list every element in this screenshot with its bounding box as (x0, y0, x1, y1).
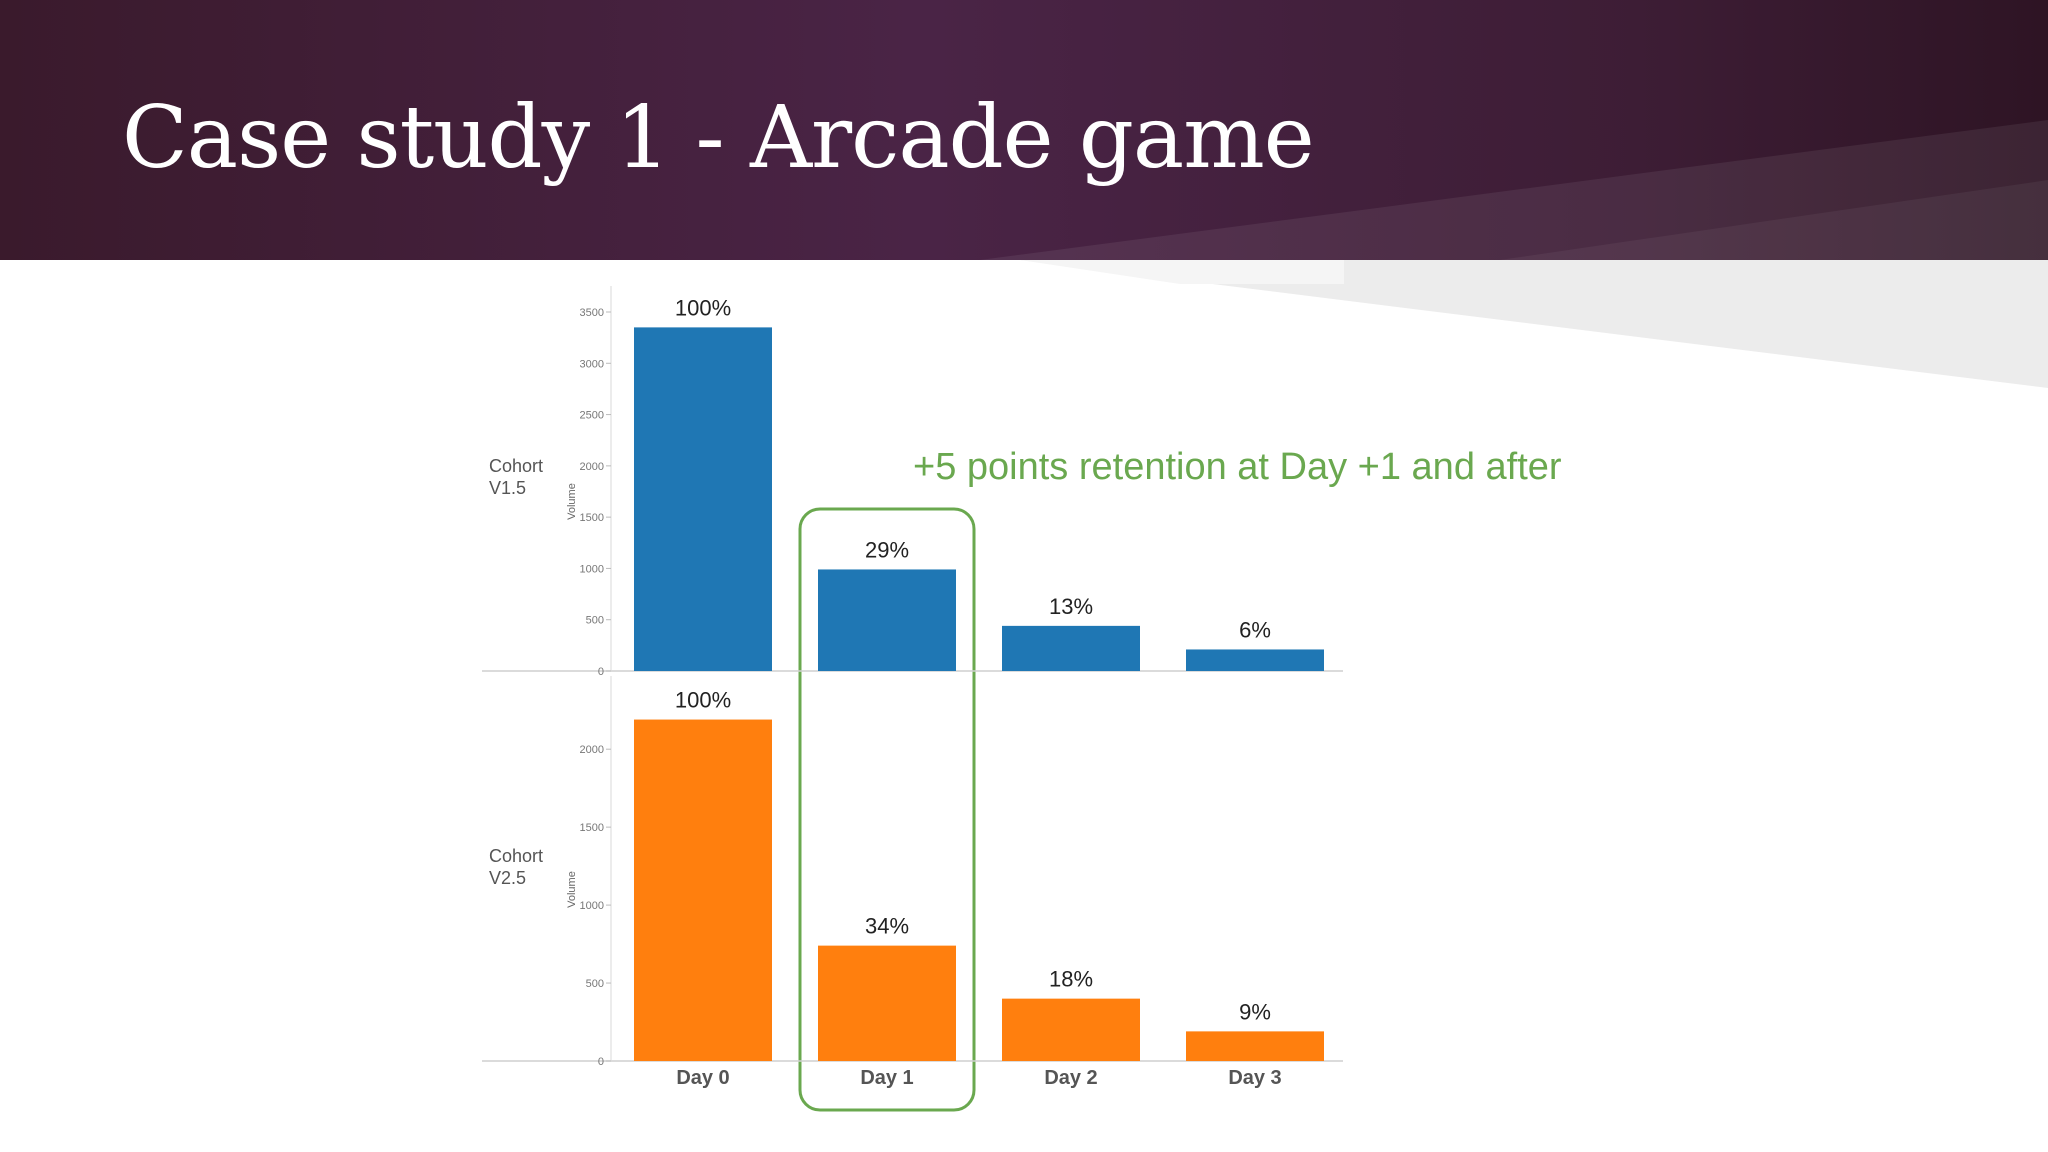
bar-value-label: 6% (1239, 617, 1271, 642)
highlight-box (798, 507, 976, 1112)
cohort-label: Cohort (489, 456, 543, 476)
y-axis-title: Volume (566, 871, 578, 908)
y-tick-label: 3000 (580, 358, 604, 370)
x-category-label: Day 1 (860, 1067, 913, 1089)
bar (634, 719, 772, 1061)
bar (1002, 625, 1140, 671)
y-tick-label: 2000 (580, 461, 604, 473)
slide-title: Case study 1 - Arcade game (122, 88, 1315, 188)
x-category-label: Day 2 (1044, 1067, 1097, 1089)
cohort-label: Cohort (489, 846, 543, 866)
slide-header: Case study 1 - Arcade game (0, 0, 2048, 260)
bar (1186, 649, 1324, 671)
bar-value-label: 100% (675, 295, 731, 320)
bar-value-label: 13% (1049, 594, 1093, 619)
cohort-label: V1.5 (489, 478, 526, 498)
bar-value-label: 9% (1239, 999, 1271, 1024)
bar-value-label: 100% (675, 688, 731, 713)
y-tick-label: 500 (586, 615, 604, 627)
bar-value-label: 29% (865, 537, 909, 562)
x-category-label: Day 3 (1228, 1067, 1281, 1089)
bar-value-label: 34% (865, 914, 909, 939)
y-tick-label: 1500 (580, 822, 604, 834)
bar (818, 945, 956, 1061)
retention-annotation: +5 points retention at Day +1 and after (913, 446, 1562, 488)
chart-plots: 0 500 1000 1500 2000 2500 3000 3500 Volume Cohort… (482, 286, 1343, 1089)
y-tick-label: 2500 (580, 410, 604, 422)
y-tick-label: 1000 (580, 900, 604, 912)
y-tick-label: 3500 (580, 307, 604, 319)
y-tick-label: 500 (586, 978, 604, 990)
bar (1186, 1031, 1324, 1061)
bar (818, 569, 956, 671)
cohort-label: V2.5 (489, 868, 526, 888)
y-tick-label: 2000 (580, 744, 604, 756)
bar-value-label: 18% (1049, 967, 1093, 992)
corner-decoration (1020, 260, 2048, 388)
y-tick-label: 0 (598, 666, 604, 678)
y-tick-label: 1000 (580, 563, 604, 575)
bar (1002, 998, 1140, 1061)
y-tick-label: 0 (598, 1056, 604, 1068)
x-category-label: Day 0 (676, 1067, 729, 1089)
y-tick-label: 1500 (580, 512, 604, 524)
header-decoration (980, 120, 2048, 260)
y-axis-title: Volume (566, 483, 578, 520)
bar (634, 327, 772, 671)
